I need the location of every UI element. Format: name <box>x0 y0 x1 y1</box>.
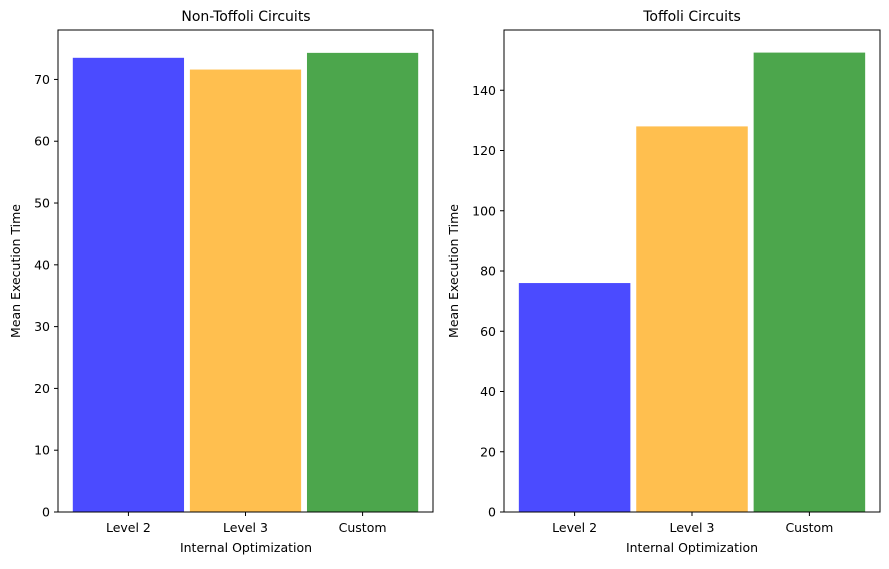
x-tick-label: Level 2 <box>552 520 597 535</box>
chart-title: Toffoli Circuits <box>642 9 741 25</box>
bar-level-2 <box>72 57 185 513</box>
y-tick-label: 10 <box>34 443 50 458</box>
y-tick-label: 60 <box>480 324 496 339</box>
y-tick-label: 40 <box>34 257 50 272</box>
x-tick-label: Custom <box>785 520 833 535</box>
x-tick-label: Level 3 <box>223 520 268 535</box>
y-tick-label: 140 <box>472 83 496 98</box>
y-tick-label: 120 <box>472 143 496 158</box>
y-tick-label: 20 <box>480 444 496 459</box>
chart-panel-toffoli: Toffoli Circuits Internal Optimization M… <box>446 9 881 555</box>
y-tick-label: 0 <box>488 505 496 520</box>
chart-panel-non-toffoli: Non-Toffoli Circuits Internal Optimizati… <box>8 9 434 555</box>
chart-title: Non-Toffoli Circuits <box>181 9 310 25</box>
x-axis-label: Internal Optimization <box>626 540 758 555</box>
y-tick-label: 60 <box>34 134 50 149</box>
x-tick-label: Custom <box>339 520 387 535</box>
y-axis-label: Mean Execution Time <box>8 204 23 338</box>
y-tick-label: 30 <box>34 319 50 334</box>
bar-level-2 <box>518 283 631 512</box>
y-tick-label: 100 <box>472 203 496 218</box>
x-tick-label: Level 3 <box>670 520 715 535</box>
bar-custom <box>306 52 419 512</box>
y-tick-label: 80 <box>480 264 496 279</box>
y-tick-label: 50 <box>34 196 50 211</box>
y-tick-label: 20 <box>34 381 50 396</box>
plot-frame <box>503 29 881 513</box>
plot-frame <box>57 29 434 513</box>
bar-level-3 <box>636 126 748 513</box>
y-tick-label: 70 <box>34 72 50 87</box>
bar-custom <box>753 52 866 512</box>
x-axis-label: Internal Optimization <box>180 540 312 555</box>
y-tick-label: 40 <box>480 384 496 399</box>
y-tick-label: 0 <box>42 505 50 520</box>
bar-level-3 <box>189 69 302 513</box>
x-tick-label: Level 2 <box>106 520 151 535</box>
y-axis-label: Mean Execution Time <box>446 204 461 338</box>
